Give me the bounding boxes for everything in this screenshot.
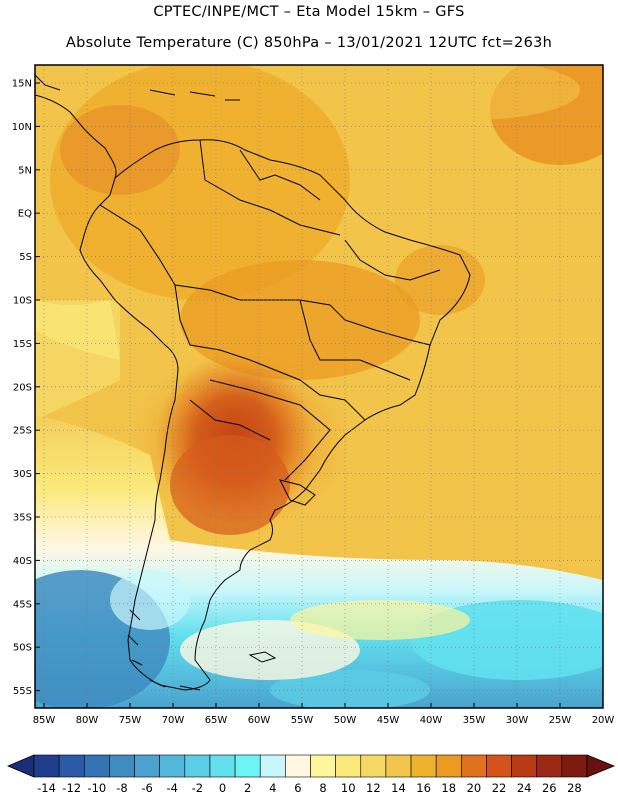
colorbar-swatch <box>536 754 563 778</box>
colorbar-label: 0 <box>219 781 226 795</box>
lat-tick-label: 15N <box>12 79 32 90</box>
latitude-axis: 15N 10N 5N EQ 5S 10S 15S 20S 25S 30S 35S 40S 45S 50S 5… <box>12 79 40 697</box>
colorbar-swatch <box>360 754 387 778</box>
colorbar-swatch <box>33 754 60 778</box>
colorbar-label: 26 <box>542 781 557 795</box>
colorbar-label: -10 <box>87 781 106 795</box>
chart-title-line-2: Absolute Temperature (C) 850hPa – 13/01/… <box>65 35 553 51</box>
colorbar-swatch <box>259 754 286 778</box>
lon-tick-label: 25W <box>549 715 572 726</box>
lat-tick-label: 5S <box>19 252 32 263</box>
lon-tick-label: 80W <box>76 715 99 726</box>
lat-tick-label: 50S <box>13 643 32 654</box>
colorbar-label: -12 <box>62 781 81 795</box>
colorbar-label: 22 <box>492 781 507 795</box>
colorbar-swatch <box>561 754 588 778</box>
lat-tick-label: 30S <box>13 469 32 480</box>
colorbar: -14 -12 -10 -8 -6 -4 -2 0 2 4 6 8 10 12 14 16 18 20 22 24 26… <box>6 754 616 795</box>
colorbar-swatch <box>209 754 236 778</box>
lat-tick-label: 5N <box>18 165 32 176</box>
colorbar-label: -14 <box>37 781 56 795</box>
colorbar-label: -8 <box>116 781 127 795</box>
colorbar-swatch <box>58 754 85 778</box>
colorbar-swatch <box>83 754 110 778</box>
colorbar-label: 14 <box>391 781 406 795</box>
colorbar-label: 20 <box>467 781 482 795</box>
lon-tick-label: 20W <box>592 715 615 726</box>
colorbar-swatch <box>159 754 186 778</box>
lon-tick-label: 50W <box>334 715 357 726</box>
lat-tick-label: 20S <box>13 382 32 393</box>
colorbar-end-right <box>586 754 616 778</box>
colorbar-label: 2 <box>244 781 251 795</box>
lat-tick-label: 35S <box>13 513 32 524</box>
graticule <box>35 65 604 708</box>
colorbar-label: -2 <box>192 781 203 795</box>
colorbar-swatch <box>335 754 362 778</box>
colorbar-swatch <box>234 754 261 778</box>
lon-tick-label: 55W <box>291 715 314 726</box>
colorbar-swatch <box>410 754 437 778</box>
colorbar-label: 6 <box>294 781 301 795</box>
lon-tick-label: 75W <box>119 715 142 726</box>
colorbar-label: 24 <box>517 781 532 795</box>
colorbar-swatch <box>511 754 538 778</box>
lat-tick-label: 15S <box>13 339 32 350</box>
colorbar-swatch <box>486 754 512 778</box>
lon-tick-label: 60W <box>248 715 271 726</box>
colorbar-label: -4 <box>167 781 178 795</box>
colorbar-end-left <box>6 754 35 778</box>
colorbar-swatch <box>435 754 462 778</box>
lat-tick-label: EQ <box>18 209 32 220</box>
coastlines <box>35 74 471 691</box>
chart-title-line-1: CPTEC/INPE/MCT – Eta Model 15km – GFS <box>153 4 465 20</box>
colorbar-swatch <box>385 754 412 778</box>
lon-tick-label: 85W <box>33 715 56 726</box>
colorbar-label: 16 <box>416 781 431 795</box>
lon-tick-label: 65W <box>205 715 228 726</box>
lon-tick-label: 45W <box>377 715 400 726</box>
lon-tick-label: 30W <box>506 715 529 726</box>
temperature-field <box>35 65 603 708</box>
colorbar-swatch <box>310 754 336 778</box>
lat-tick-label: 10S <box>13 296 32 307</box>
colorbar-label: 4 <box>269 781 276 795</box>
colorbar-label: -6 <box>141 781 152 795</box>
lat-tick-label: 45S <box>13 599 32 610</box>
colorbar-swatch <box>109 754 135 778</box>
colorbar-label: 10 <box>341 781 356 795</box>
colorbar-swatch <box>461 754 487 778</box>
lon-tick-label: 70W <box>162 715 185 726</box>
lon-tick-label: 35W <box>463 715 486 726</box>
colorbar-label: 28 <box>567 781 582 795</box>
lat-tick-label: 40S <box>13 556 32 567</box>
colorbar-label: 12 <box>366 781 381 795</box>
colorbar-swatch <box>184 754 211 778</box>
lon-tick-label: 40W <box>420 715 443 726</box>
colorbar-swatch <box>134 754 160 778</box>
lat-tick-label: 25S <box>13 426 32 437</box>
lat-tick-label: 55S <box>13 686 32 697</box>
colorbar-swatch <box>285 754 311 778</box>
lat-tick-label: 10N <box>12 122 32 133</box>
colorbar-label: 18 <box>441 781 456 795</box>
longitude-axis: 85W 80W 75W 70W 65W 60W 55W 50W 45W 40W 35W 30W 25W 2… <box>33 703 615 726</box>
colorbar-label: 8 <box>319 781 326 795</box>
